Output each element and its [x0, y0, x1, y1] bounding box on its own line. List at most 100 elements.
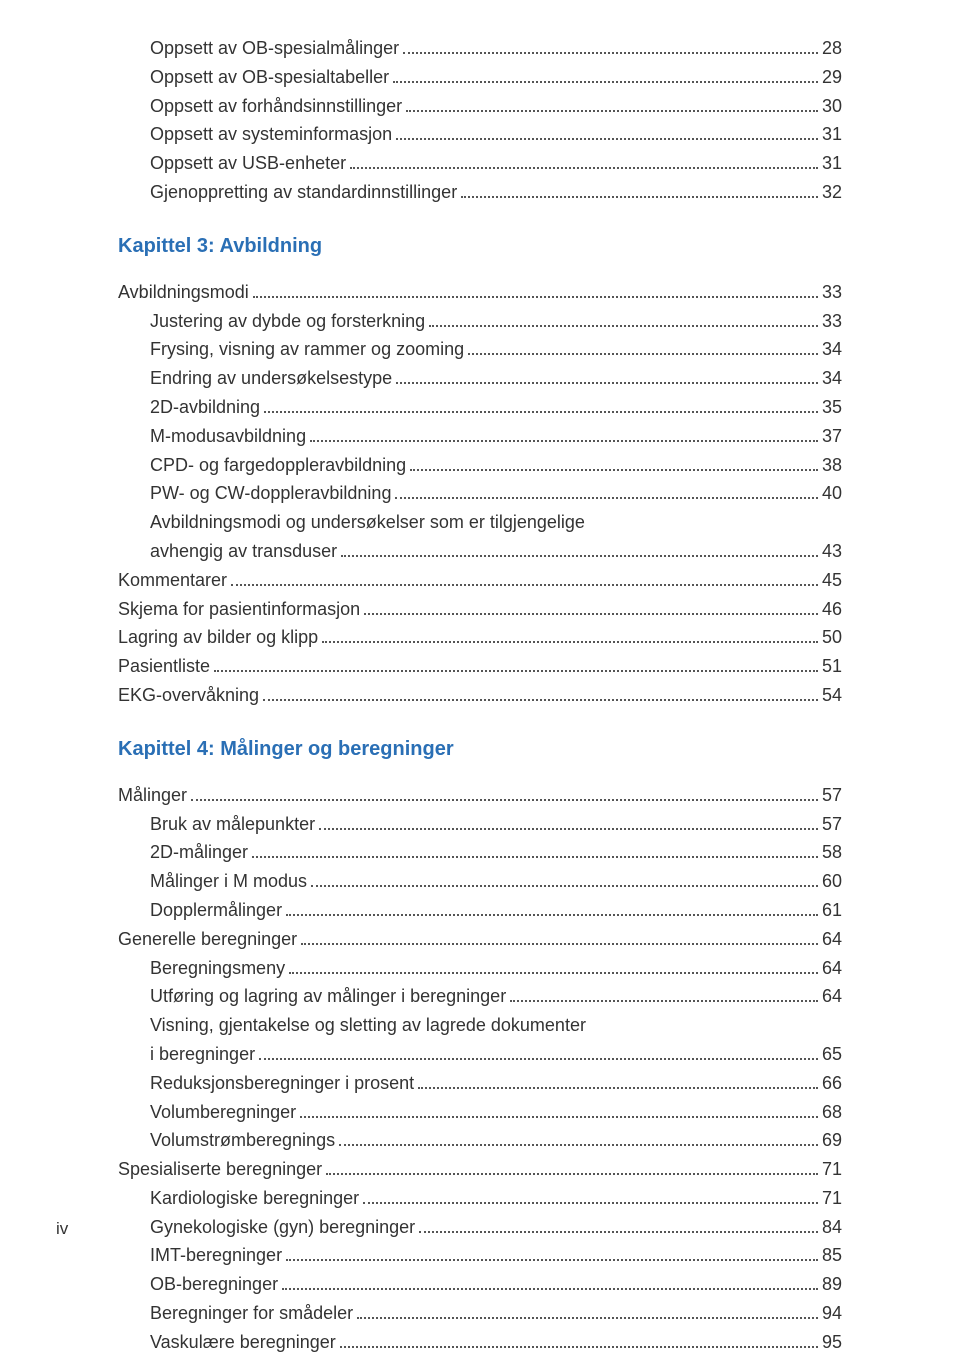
toc-entry-label: Oppsett av systeminformasjon [150, 120, 392, 149]
toc-entry-label: EKG-overvåkning [118, 681, 259, 710]
toc-leader-dots [339, 1130, 818, 1146]
toc-leader-dots [340, 1332, 818, 1348]
toc-entry-page: 46 [822, 595, 842, 624]
toc-entry: CPD- og fargedoppleravbildning 38 [118, 451, 842, 480]
toc-leader-dots [406, 95, 818, 111]
toc-leader-dots [396, 124, 818, 140]
toc-entry-label: OB-beregninger [150, 1270, 278, 1299]
toc-entry-label: Beregninger for smådeler [150, 1299, 353, 1328]
toc-entry-label: Skjema for pasientinformasjon [118, 595, 360, 624]
toc-entry: avhengig av transduser43 [118, 537, 842, 566]
toc-entry: Reduksjonsberegninger i prosent66 [118, 1069, 842, 1098]
toc-entry-page: 95 [822, 1328, 842, 1357]
toc-leader-dots [326, 1159, 818, 1175]
toc-entry-label: Avbildningsmodi [118, 278, 249, 307]
toc-entry-page: 30 [822, 92, 842, 121]
toc-entry-label: CPD- og fargedoppleravbildning [150, 451, 406, 480]
toc-entry: Generelle beregninger64 [118, 925, 842, 954]
toc-entry-label: Oppsett av OB-spesialmålinger [150, 34, 399, 63]
toc-entry: Volumberegninger68 [118, 1098, 842, 1127]
toc-entry-page: 51 [822, 652, 842, 681]
toc-leader-dots [301, 929, 818, 945]
toc-entry-page: 31 [822, 120, 842, 149]
toc-entry: Skjema for pasientinformasjon 46 [118, 595, 842, 624]
toc-leader-dots [461, 182, 818, 198]
toc-entry-label: Kommentarer [118, 566, 227, 595]
toc-entry-label: avhengig av transduser [150, 537, 337, 566]
toc-entry: OB-beregninger89 [118, 1270, 842, 1299]
toc-entry-label: Kardiologiske beregninger [150, 1184, 359, 1213]
toc-entry: 2D-målinger58 [118, 838, 842, 867]
toc-entry-page: 45 [822, 566, 842, 595]
toc-entry-page: 34 [822, 364, 842, 393]
toc-leader-dots [286, 900, 818, 916]
toc-entry: Kommentarer 45 [118, 566, 842, 595]
toc-entry: Beregningsmeny64 [118, 954, 842, 983]
toc-entry-page: 71 [822, 1184, 842, 1213]
toc-leader-dots [322, 627, 818, 643]
toc-entry-label: IMT-beregninger [150, 1241, 282, 1270]
toc-entry: Endring av undersøkelsestype34 [118, 364, 842, 393]
toc-entry-label: Frysing, visning av rammer og zooming [150, 335, 464, 364]
toc-entry: PW- og CW-doppleravbildning 40 [118, 479, 842, 508]
toc-entry-page: 57 [822, 781, 842, 810]
toc-leader-dots [363, 1188, 818, 1204]
toc-entry-label: 2D-avbildning [150, 393, 260, 422]
toc-entry: Kardiologiske beregninger 71 [118, 1184, 842, 1213]
toc-entry: Spesialiserte beregninger 71 [118, 1155, 842, 1184]
toc-entry-label: 2D-målinger [150, 838, 248, 867]
toc-entry-page: 28 [822, 34, 842, 63]
toc-leader-dots [410, 454, 818, 470]
toc-entry-page: 34 [822, 335, 842, 364]
toc-entry: IMT-beregninger 85 [118, 1241, 842, 1270]
toc-entry: Utføring og lagring av målinger i beregn… [118, 982, 842, 1011]
chapter-title: Kapittel 4: Målinger og beregninger [118, 738, 842, 761]
toc-leader-dots [419, 1217, 818, 1233]
toc-entry-label: Justering av dybde og forsterkning [150, 307, 425, 336]
toc-leader-dots [300, 1101, 818, 1117]
toc-entry-label: Volumberegninger [150, 1098, 296, 1127]
toc-entry-label: Beregningsmeny [150, 954, 285, 983]
toc-leader-dots [191, 785, 818, 801]
toc-entry-label: Bruk av målepunkter [150, 810, 315, 839]
toc-entry: Målinger 57 [118, 781, 842, 810]
toc-entry-page: 71 [822, 1155, 842, 1184]
toc-entry-label: PW- og CW-doppleravbildning [150, 479, 391, 508]
toc-entry-label: Spesialiserte beregninger [118, 1155, 322, 1184]
toc-entry: Avbildningsmodi og undersøkelser som er … [118, 508, 842, 537]
toc-entry: Målinger i M modus60 [118, 867, 842, 896]
toc-leader-dots [395, 483, 818, 499]
toc-entry-label: Oppsett av USB-enheter [150, 149, 346, 178]
toc-entry: Volumstrømberegnings69 [118, 1126, 842, 1155]
toc-entry-label: Utføring og lagring av målinger i beregn… [150, 982, 506, 1011]
toc-entry-label: Målinger [118, 781, 187, 810]
toc-leader-dots [253, 282, 818, 298]
toc-entry-label: Gjenoppretting av standardinnstillinger [150, 178, 457, 207]
toc-leader-dots [403, 38, 818, 54]
toc-leader-dots [364, 598, 818, 614]
toc-entry-label: Generelle beregninger [118, 925, 297, 954]
toc-entry: Frysing, visning av rammer og zooming 34 [118, 335, 842, 364]
toc-entry-label: Reduksjonsberegninger i prosent [150, 1069, 414, 1098]
toc-entry: Gjenoppretting av standardinnstillinger3… [118, 178, 842, 207]
toc-entry-page: 40 [822, 479, 842, 508]
toc-entry: Oppsett av OB-spesialmålinger 28 [118, 34, 842, 63]
toc-entry-label: M-modusavbildning [150, 422, 306, 451]
toc-entry-page: 37 [822, 422, 842, 451]
toc-entry-label: Volumstrømberegnings [150, 1126, 335, 1155]
toc-leader-dots [264, 397, 818, 413]
toc-leader-dots [393, 67, 818, 83]
toc-entry: Dopplermålinger61 [118, 896, 842, 925]
chapter-title: Kapittel 3: Avbildning [118, 235, 842, 258]
toc-entry: Beregninger for smådeler 94 [118, 1299, 842, 1328]
toc-leader-dots [350, 153, 818, 169]
toc-entry: 2D-avbildning35 [118, 393, 842, 422]
toc-entry-page: 38 [822, 451, 842, 480]
toc-entry-page: 85 [822, 1241, 842, 1270]
toc-entry: M-modusavbildning 37 [118, 422, 842, 451]
toc-entry: Justering av dybde og forsterkning33 [118, 307, 842, 336]
toc-section: Oppsett av OB-spesialmålinger28Oppsett a… [118, 34, 842, 207]
toc-leader-dots [282, 1274, 818, 1290]
toc-leader-dots [310, 426, 818, 442]
toc-entry-page: 94 [822, 1299, 842, 1328]
